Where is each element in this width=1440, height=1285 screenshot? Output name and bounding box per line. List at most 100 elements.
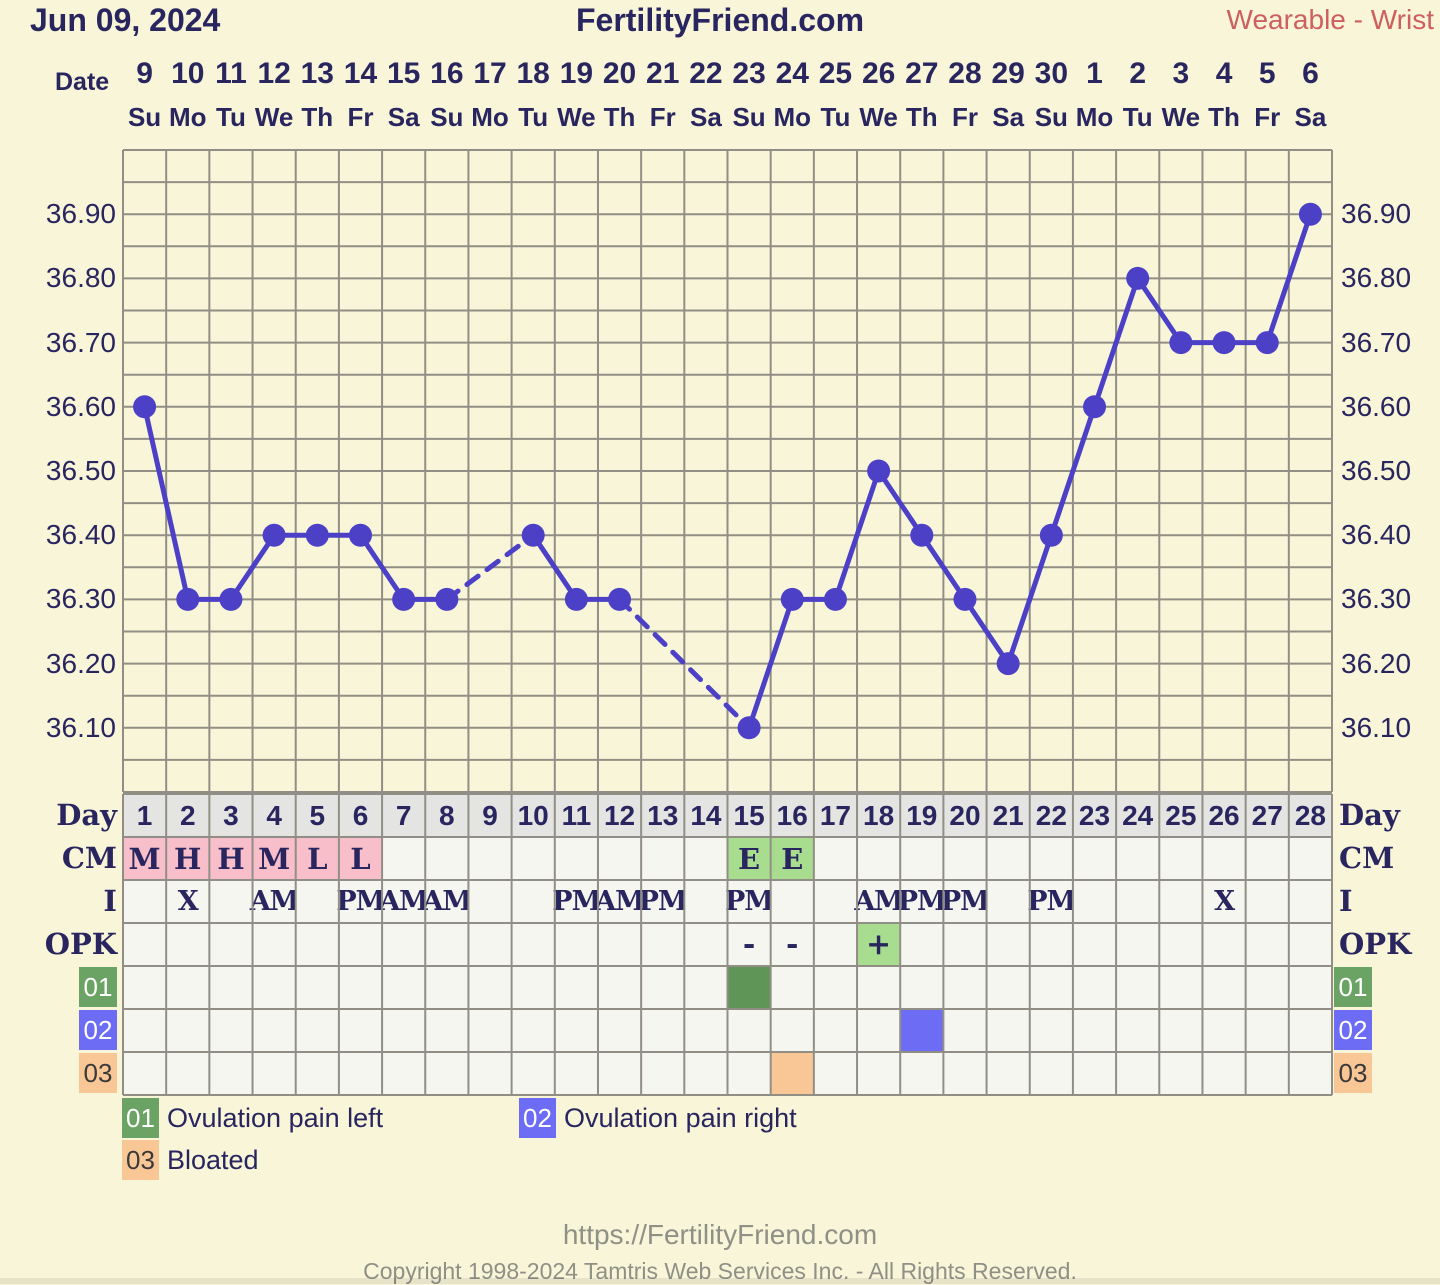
day-header-cell[interactable]: 21 bbox=[986, 794, 1030, 837]
day-header-cell[interactable]: 10 bbox=[511, 794, 555, 837]
temp-point-day-19[interactable] bbox=[910, 523, 934, 547]
symptom-03-cell[interactable] bbox=[1029, 1052, 1073, 1095]
temp-point-day-7[interactable] bbox=[392, 587, 416, 611]
symptom-02-cell[interactable] bbox=[123, 1009, 167, 1052]
symptom-03-cell[interactable] bbox=[857, 1052, 901, 1095]
day-header-cell[interactable]: 2 bbox=[166, 794, 210, 837]
intercourse-cell[interactable]: PM bbox=[1027, 880, 1076, 923]
temp-point-day-4[interactable] bbox=[262, 523, 286, 547]
intercourse-cell[interactable]: X bbox=[166, 880, 210, 923]
temp-point-day-17[interactable] bbox=[823, 587, 847, 611]
day-header-cell[interactable]: 16 bbox=[770, 794, 814, 837]
intercourse-cell[interactable]: PM bbox=[941, 880, 990, 923]
symptom-01-cell[interactable] bbox=[468, 966, 512, 1009]
symptom-03-cell[interactable] bbox=[1159, 1052, 1203, 1095]
cm-cell[interactable]: E bbox=[770, 837, 814, 880]
symptom-02-cell[interactable] bbox=[1116, 1009, 1160, 1052]
temp-point-day-25[interactable] bbox=[1169, 331, 1193, 355]
cm-cell[interactable]: E bbox=[727, 837, 771, 880]
day-header-cell[interactable]: 7 bbox=[382, 794, 426, 837]
symptom-01-cell[interactable] bbox=[338, 966, 383, 1009]
symptom-01-cell[interactable] bbox=[943, 966, 987, 1009]
opk-cell[interactable] bbox=[511, 923, 555, 966]
cm-cell[interactable]: L bbox=[338, 837, 383, 880]
opk-cell[interactable] bbox=[468, 923, 512, 966]
symptom-02-cell[interactable] bbox=[295, 1009, 339, 1052]
day-header-cell[interactable]: 12 bbox=[597, 794, 642, 837]
temp-point-day-5[interactable] bbox=[305, 523, 329, 547]
intercourse-cell[interactable] bbox=[1288, 880, 1332, 923]
cm-cell[interactable]: L bbox=[295, 837, 339, 880]
symptom-02-cell[interactable] bbox=[813, 1009, 858, 1052]
opk-cell[interactable] bbox=[252, 923, 296, 966]
symptom-03-cell[interactable] bbox=[684, 1052, 728, 1095]
intercourse-cell[interactable] bbox=[123, 880, 167, 923]
intercourse-cell[interactable]: AM bbox=[250, 880, 300, 923]
cm-cell[interactable] bbox=[857, 837, 901, 880]
opk-cell[interactable] bbox=[425, 923, 469, 966]
temp-point-day-16[interactable] bbox=[780, 587, 804, 611]
symptom-02-cell[interactable] bbox=[1072, 1009, 1117, 1052]
symptom-03-cell[interactable] bbox=[511, 1052, 555, 1095]
symptom-02-cell[interactable] bbox=[468, 1009, 512, 1052]
cm-cell[interactable] bbox=[1072, 837, 1117, 880]
temp-point-day-22[interactable] bbox=[1039, 523, 1063, 547]
intercourse-cell[interactable] bbox=[1159, 880, 1203, 923]
day-header-cell[interactable]: 26 bbox=[1202, 794, 1246, 837]
symptom-02-cell[interactable] bbox=[209, 1009, 253, 1052]
cm-cell[interactable] bbox=[1288, 837, 1332, 880]
intercourse-cell[interactable] bbox=[295, 880, 339, 923]
intercourse-cell[interactable]: PM bbox=[639, 880, 688, 923]
opk-cell[interactable] bbox=[1159, 923, 1203, 966]
opk-cell[interactable]: + bbox=[857, 923, 901, 966]
symptom-02-cell[interactable] bbox=[166, 1009, 210, 1052]
day-header-cell[interactable]: 9 bbox=[468, 794, 512, 837]
cm-cell[interactable] bbox=[641, 837, 685, 880]
symptom-02-cell[interactable] bbox=[554, 1009, 598, 1052]
day-header-cell[interactable]: 24 bbox=[1116, 794, 1160, 837]
opk-cell[interactable] bbox=[209, 923, 253, 966]
intercourse-cell[interactable]: AM bbox=[595, 880, 645, 923]
symptom-03-cell[interactable] bbox=[986, 1052, 1030, 1095]
cm-cell[interactable] bbox=[382, 837, 426, 880]
cm-cell[interactable] bbox=[1245, 837, 1289, 880]
temp-point-day-6[interactable] bbox=[348, 523, 372, 547]
temp-point-day-20[interactable] bbox=[953, 587, 977, 611]
symptom-03-cell[interactable] bbox=[338, 1052, 383, 1095]
temp-point-day-10[interactable] bbox=[521, 523, 545, 547]
symptom-01-cell[interactable] bbox=[295, 966, 339, 1009]
cm-cell[interactable] bbox=[511, 837, 555, 880]
cm-cell[interactable] bbox=[468, 837, 512, 880]
symptom-01-cell[interactable] bbox=[1245, 966, 1289, 1009]
symptom-01-cell[interactable] bbox=[209, 966, 253, 1009]
symptom-01-cell[interactable] bbox=[1029, 966, 1073, 1009]
symptom-03-cell[interactable] bbox=[425, 1052, 469, 1095]
symptom-03-cell[interactable] bbox=[597, 1052, 642, 1095]
intercourse-cell[interactable] bbox=[1245, 880, 1289, 923]
temp-point-day-1[interactable] bbox=[133, 395, 157, 419]
symptom-01-cell[interactable] bbox=[511, 966, 555, 1009]
temp-point-day-2[interactable] bbox=[176, 587, 200, 611]
symptom-03-cell[interactable] bbox=[770, 1052, 814, 1095]
symptom-03-cell[interactable] bbox=[943, 1052, 987, 1095]
symptom-02-cell[interactable] bbox=[511, 1009, 555, 1052]
day-header-cell[interactable]: 23 bbox=[1072, 794, 1117, 837]
temp-point-day-21[interactable] bbox=[996, 652, 1020, 676]
cm-cell[interactable] bbox=[813, 837, 858, 880]
opk-cell[interactable] bbox=[1202, 923, 1246, 966]
symptom-01-cell[interactable] bbox=[986, 966, 1030, 1009]
symptom-02-cell[interactable] bbox=[382, 1009, 426, 1052]
symptom-01-cell[interactable] bbox=[1072, 966, 1117, 1009]
symptom-01-cell[interactable] bbox=[166, 966, 210, 1009]
day-header-cell[interactable]: 28 bbox=[1288, 794, 1332, 837]
symptom-02-cell[interactable] bbox=[727, 1009, 771, 1052]
day-header-cell[interactable]: 27 bbox=[1245, 794, 1289, 837]
opk-cell[interactable] bbox=[1116, 923, 1160, 966]
symptom-03-cell[interactable] bbox=[166, 1052, 210, 1095]
day-header-cell[interactable]: 18 bbox=[857, 794, 901, 837]
intercourse-cell[interactable]: AM bbox=[854, 880, 904, 923]
symptom-02-cell[interactable] bbox=[900, 1009, 944, 1052]
opk-cell[interactable] bbox=[943, 923, 987, 966]
temp-point-day-15[interactable] bbox=[737, 716, 761, 740]
cm-cell[interactable] bbox=[425, 837, 469, 880]
